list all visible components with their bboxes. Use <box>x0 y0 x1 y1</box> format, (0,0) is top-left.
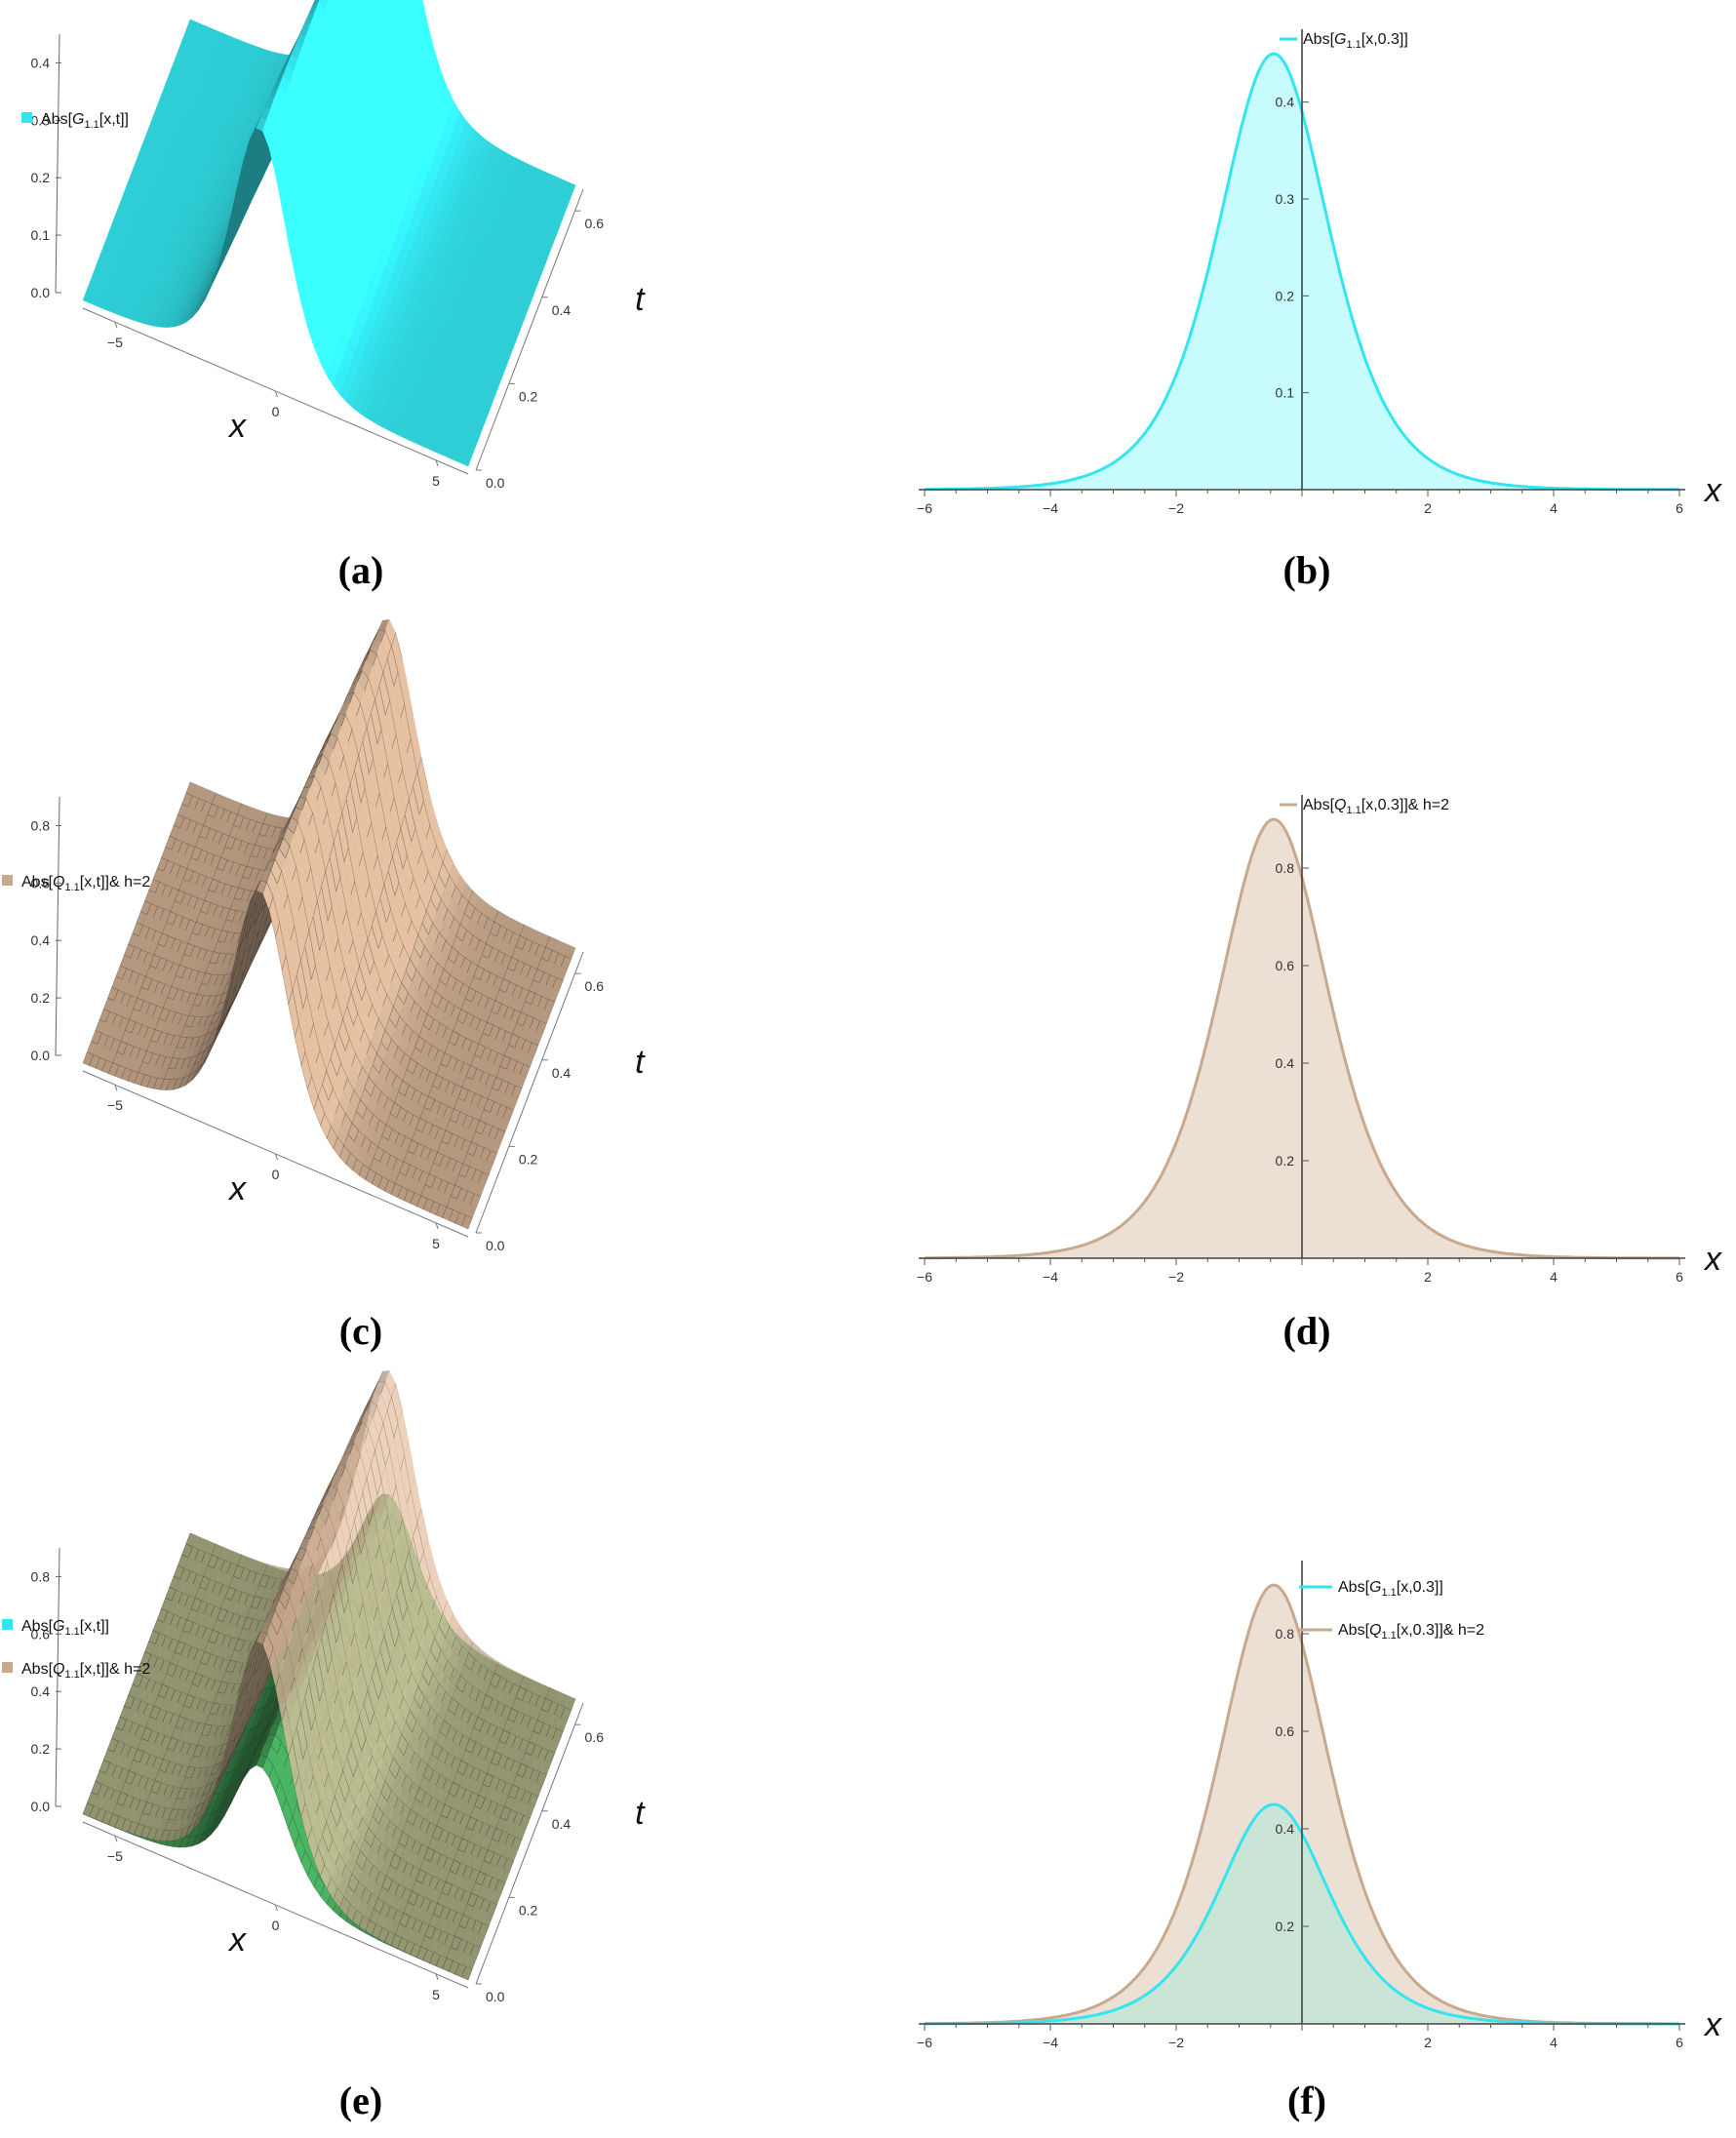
x-tick-label: −5 <box>107 1097 123 1113</box>
x-tick-label: 6 <box>1676 2035 1683 2050</box>
surface-patch <box>414 0 420 10</box>
z-tick-label: 0.8 <box>31 817 51 833</box>
y-tick-label: 0.2 <box>1276 1919 1295 1934</box>
x-tick-label: −6 <box>917 1269 932 1285</box>
t-tick-label: 0.6 <box>585 978 605 994</box>
t-tick-label: 0.6 <box>585 216 605 231</box>
y-tick-label: 0.6 <box>1276 958 1295 973</box>
z-tick-label: 0.2 <box>31 170 51 185</box>
x-tick-label: 4 <box>1550 1269 1558 1285</box>
legend-label-1: Abs[G1.1[x,t]] <box>41 111 129 131</box>
x-tick-label: −2 <box>1168 2035 1184 2050</box>
legend-swatch-1 <box>21 112 32 123</box>
z-tick-label: 0.3 <box>31 112 51 128</box>
z-tick-label: 0.0 <box>31 1048 51 1063</box>
x-tick-label: 4 <box>1550 500 1558 516</box>
y-tick-label: 0.2 <box>1276 288 1295 303</box>
x-tick-label: −2 <box>1168 500 1184 516</box>
x-tick-label: 6 <box>1676 1269 1683 1285</box>
z-tick-label: 0.4 <box>31 1683 51 1699</box>
surface-2 <box>82 1369 576 1981</box>
z-tick-label: 0.4 <box>31 55 51 70</box>
legend-label-1: Abs[Q1.1[x,0.3]]& h=2 <box>1303 797 1449 816</box>
legend-label-2: Abs[Q1.1[x,0.3]]& h=2 <box>1338 1622 1484 1642</box>
x-tick-label: 0 <box>272 1167 280 1182</box>
x-tick-label: 6 <box>1676 500 1683 516</box>
caption: (d) <box>1283 1309 1331 1353</box>
z-tick-label: 0.4 <box>31 932 51 948</box>
surface-patch <box>401 0 405 6</box>
z-tick-label: 0.2 <box>31 990 51 1006</box>
chart-d: −6 −4 −2 2 4 6 0.2 0.4 0.6 0.8 x Abs[Q1.1[x,0.3]]& … <box>917 795 1722 1353</box>
x-tick-label: 2 <box>1424 1269 1432 1285</box>
x-axis-label: x <box>1703 1241 1722 1278</box>
y-tick-label: 0.3 <box>1276 191 1295 207</box>
t-tick-label: 0.2 <box>519 388 538 404</box>
chart-c: 0.00.20.40.60.8−505x0.00.20.40.6tAbs[Q1.… <box>2 618 646 1353</box>
chart-a: 0.0 0.1 0.2 0.3 0.4 −5 0 5 x 0.0 0.2 0.4 0.6 t Abs[G1.… <box>21 0 646 592</box>
x-tick-label: −6 <box>917 500 932 516</box>
y-tick-label: 0.8 <box>1276 860 1295 876</box>
legend-label-1: Abs[G1.1[x,0.3]] <box>1303 31 1408 51</box>
surface-patch <box>352 0 357 9</box>
x-tick-label: −6 <box>917 2035 932 2050</box>
z-tick-label: 0.0 <box>31 1799 51 1814</box>
t-tick-label: 0.4 <box>552 1065 572 1081</box>
z-tick-label: 0.1 <box>31 227 51 243</box>
y-tick-label: 0.8 <box>1276 1626 1295 1642</box>
chart-e: 0.00.20.40.60.8−505x0.00.20.40.6tAbs[G1.… <box>2 1369 646 2122</box>
y-tick-label: 0.1 <box>1276 385 1295 401</box>
caption: (a) <box>338 548 384 592</box>
x-axis-label: x <box>1703 472 1722 509</box>
t-tick-label: 0.0 <box>486 1238 505 1253</box>
caption: (c) <box>339 1309 382 1353</box>
legend-swatch-1 <box>2 875 13 886</box>
surface-1 <box>82 618 576 1230</box>
x-axis-label: x <box>227 1170 247 1208</box>
x-tick-label: 0 <box>272 404 280 419</box>
y-tick-label: 0.4 <box>1276 1055 1295 1071</box>
x-tick-label: 2 <box>1424 500 1432 516</box>
legend-label-1: Abs[G1.1[x,0.3]] <box>1338 1579 1443 1599</box>
x-tick-label: 5 <box>432 473 440 489</box>
z-tick-label: 0.8 <box>31 1568 51 1584</box>
z-tick-label: 0.0 <box>31 285 51 300</box>
x-tick-label: −4 <box>1043 500 1058 516</box>
t-tick-label: 0.0 <box>486 475 505 491</box>
caption: (b) <box>1283 548 1331 592</box>
t-axis-label: t <box>635 281 646 318</box>
z-tick-label: 0.2 <box>31 1741 51 1757</box>
x-tick-label: −2 <box>1168 1269 1184 1285</box>
y-tick-label: 0.4 <box>1276 95 1295 110</box>
caption: (f) <box>1287 2079 1326 2122</box>
y-tick-label: 0.4 <box>1276 1821 1295 1837</box>
x-tick-label: −5 <box>107 335 123 350</box>
t-tick-label: 0.2 <box>519 1151 538 1167</box>
x-tick-label: −4 <box>1043 1269 1058 1285</box>
surface-1 <box>82 0 576 467</box>
z-axis <box>55 33 60 294</box>
y-tick-label: 0.6 <box>1276 1723 1295 1739</box>
chart-b: −6 −4 −2 2 4 6 0.1 0.2 0.3 0.4 x Abs[G1.1[x,0.3]] (b… <box>917 29 1722 592</box>
y-tick-label: 0.2 <box>1276 1153 1295 1168</box>
t-axis-label: t <box>635 1044 646 1081</box>
x-tick-label: 2 <box>1424 2035 1432 2050</box>
x-axis-label: x <box>227 408 247 445</box>
x-tick-label: −4 <box>1043 2035 1058 2050</box>
x-axis-label: x <box>1703 2006 1722 2043</box>
x-tick-label: 5 <box>432 1236 440 1251</box>
z-axis <box>55 796 60 1056</box>
x-tick-label: 4 <box>1550 2035 1558 2050</box>
t-tick-label: 0.4 <box>552 302 572 318</box>
chart-f: −6 −4 −2 2 4 6 0.2 0.4 0.6 0.8 x Abs[G1.1[x,0.3]] Ab… <box>917 1561 1722 2122</box>
